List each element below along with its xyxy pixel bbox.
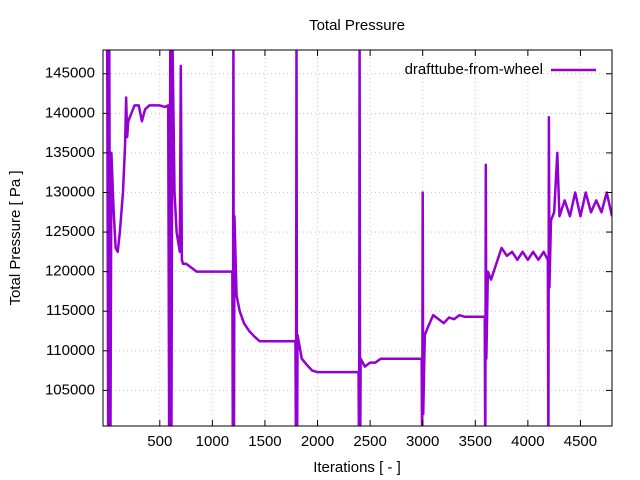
y-tick-label: 130000 — [45, 183, 95, 200]
x-tick-label: 4000 — [511, 433, 544, 450]
x-tick-label: 1000 — [196, 433, 229, 450]
y-tick-label: 105000 — [45, 381, 95, 398]
legend-label: drafttube-from-wheel — [405, 61, 543, 78]
y-tick-label: 125000 — [45, 223, 95, 240]
y-tick-label: 120000 — [45, 263, 95, 280]
x-tick-label: 2000 — [301, 433, 334, 450]
y-tick-label: 110000 — [46, 342, 95, 359]
plot-area — [105, 50, 612, 426]
x-axis-label: Iterations [ - ] — [313, 459, 401, 476]
x-tick-label: 1500 — [248, 433, 281, 450]
grid — [103, 50, 612, 426]
x-tick-label: 500 — [147, 433, 172, 450]
x-tick-label: 4500 — [564, 433, 597, 450]
y-tick-label: 135000 — [45, 144, 95, 161]
x-tick-label: 3000 — [406, 433, 439, 450]
x-tick-label: 3500 — [459, 433, 492, 450]
series-line — [105, 50, 612, 426]
y-tick-label: 115000 — [46, 302, 95, 319]
plot-border — [102, 49, 613, 427]
x-tick-label: 2500 — [353, 433, 386, 450]
y-tick-label: 145000 — [45, 65, 95, 82]
y-tick-label: 140000 — [45, 104, 95, 121]
chart-title: Total Pressure — [309, 17, 405, 34]
y-axis-label: Total Pressure [ Pa ] — [7, 170, 24, 305]
